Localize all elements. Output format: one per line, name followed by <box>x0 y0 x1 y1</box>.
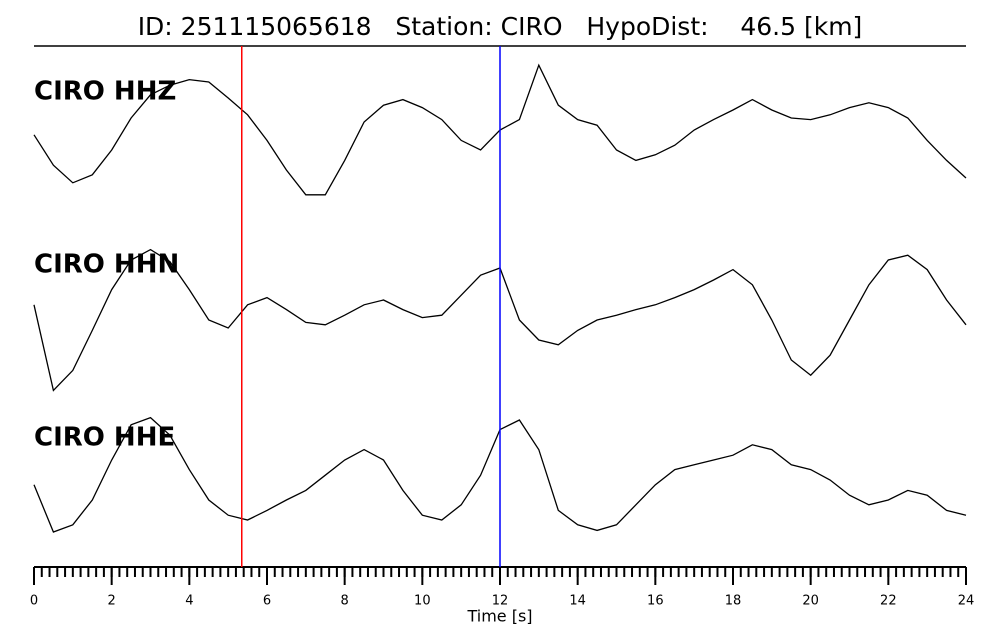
trace-label: CIRO HHE <box>34 423 175 453</box>
x-tick-label: 22 <box>880 594 897 609</box>
x-tick-label: 12 <box>492 594 509 609</box>
x-tick-label: 0 <box>30 594 38 609</box>
x-tick-label: 6 <box>263 594 271 609</box>
x-tick-label: 4 <box>185 594 193 609</box>
x-tick-label: 10 <box>414 594 431 609</box>
x-tick-label: 14 <box>569 594 586 609</box>
x-tick-label: 18 <box>725 594 742 609</box>
chart-title: ID: 251115065618 Station: CIRO HypoDist:… <box>138 12 863 41</box>
x-tick-label: 2 <box>108 594 116 609</box>
x-tick-label: 24 <box>958 594 975 609</box>
x-tick-label: 8 <box>341 594 349 609</box>
trace-label: CIRO HHZ <box>34 77 176 107</box>
x-tick-label: 16 <box>647 594 664 609</box>
x-tick-label: 20 <box>802 594 819 609</box>
x-axis-label: Time [s] <box>466 607 532 626</box>
trace-label: CIRO HHN <box>34 250 179 280</box>
